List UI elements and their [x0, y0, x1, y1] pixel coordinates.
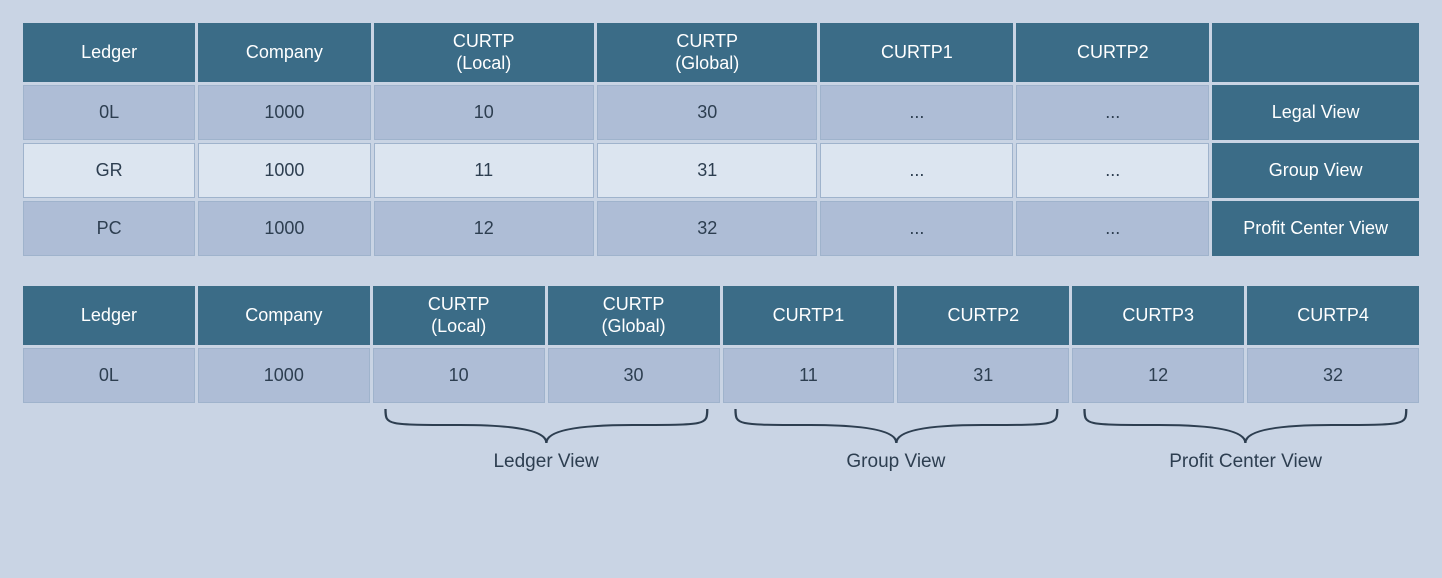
cell: 31	[597, 143, 817, 198]
view-badge-profit-center: Profit Center View	[1212, 201, 1419, 256]
brace-label: Profit Center View	[1073, 447, 1418, 473]
cell: PC	[23, 201, 195, 256]
col-curtp-global-l2: (Global)	[675, 53, 739, 73]
col-curtp-global: CURTP (Global)	[548, 286, 720, 345]
cell: 11	[723, 348, 895, 403]
cell: ...	[1016, 201, 1209, 256]
view-badge-legal: Legal View	[1212, 85, 1419, 140]
cell: 32	[1247, 348, 1419, 403]
brace-icon	[374, 407, 719, 447]
cell: 12	[374, 201, 594, 256]
cell: 1000	[198, 143, 370, 198]
brace-icon	[724, 407, 1069, 447]
col-curtp-local-l2: (Local)	[456, 53, 511, 73]
table-row: PC 1000 12 32 ... ... Profit Center View	[23, 201, 1419, 256]
col-curtp-global-l1: CURTP	[603, 294, 665, 314]
col-curtp-local-l1: CURTP	[453, 31, 515, 51]
brace-label: Ledger View	[374, 447, 719, 473]
view-badge-group: Group View	[1212, 143, 1419, 198]
col-curtp1: CURTP1	[723, 286, 895, 345]
col-curtp2: CURTP2	[1016, 23, 1209, 82]
col-curtp-local: CURTP (Local)	[374, 23, 594, 82]
cell: 11	[374, 143, 594, 198]
col-curtp-global-l1: CURTP	[676, 31, 738, 51]
cell: 1000	[198, 85, 370, 140]
col-curtp-local-l1: CURTP	[428, 294, 490, 314]
table-header-row: Ledger Company CURTP (Local) CURTP (Glob…	[23, 286, 1419, 345]
col-curtp-local-l2: (Local)	[431, 316, 486, 336]
cell: 10	[373, 348, 545, 403]
table-row: 0L 1000 10 30 ... ... Legal View	[23, 85, 1419, 140]
col-curtp1: CURTP1	[820, 23, 1013, 82]
cell: ...	[1016, 143, 1209, 198]
brace-ledger-view: Ledger View	[373, 406, 720, 474]
col-ledger: Ledger	[23, 23, 195, 82]
brace-label: Group View	[724, 447, 1069, 473]
col-curtp-global-l2: (Global)	[602, 316, 666, 336]
brace-row: Ledger View Group View Profit Center Vie…	[23, 406, 1419, 474]
table-row: 0L 1000 10 30 11 31 12 32	[23, 348, 1419, 403]
cell: 1000	[198, 201, 370, 256]
cell: 30	[597, 85, 817, 140]
col-ledger: Ledger	[23, 286, 195, 345]
col-company: Company	[198, 286, 370, 345]
cell: ...	[820, 85, 1013, 140]
cell: GR	[23, 143, 195, 198]
col-curtp2: CURTP2	[897, 286, 1069, 345]
brace-profit-center-view: Profit Center View	[1072, 406, 1419, 474]
consolidated-ledger-table: Ledger Company CURTP (Local) CURTP (Glob…	[20, 283, 1422, 477]
cell: ...	[820, 201, 1013, 256]
cell: 32	[597, 201, 817, 256]
col-view-blank	[1212, 23, 1419, 82]
table-header-row: Ledger Company CURTP (Local) CURTP (Glob…	[23, 23, 1419, 82]
cell: 10	[374, 85, 594, 140]
col-company: Company	[198, 23, 370, 82]
cell: ...	[1016, 85, 1209, 140]
brace-icon	[1073, 407, 1418, 447]
cell: 0L	[23, 85, 195, 140]
col-curtp-local: CURTP (Local)	[373, 286, 545, 345]
ledger-views-table: Ledger Company CURTP (Local) CURTP (Glob…	[20, 20, 1422, 259]
brace-group-view: Group View	[723, 406, 1070, 474]
table-row: GR 1000 11 31 ... ... Group View	[23, 143, 1419, 198]
cell: 31	[897, 348, 1069, 403]
col-curtp-global: CURTP (Global)	[597, 23, 817, 82]
cell: 0L	[23, 348, 195, 403]
cell: 12	[1072, 348, 1244, 403]
col-curtp4: CURTP4	[1247, 286, 1419, 345]
col-curtp3: CURTP3	[1072, 286, 1244, 345]
cell: 30	[548, 348, 720, 403]
cell: 1000	[198, 348, 370, 403]
cell: ...	[820, 143, 1013, 198]
